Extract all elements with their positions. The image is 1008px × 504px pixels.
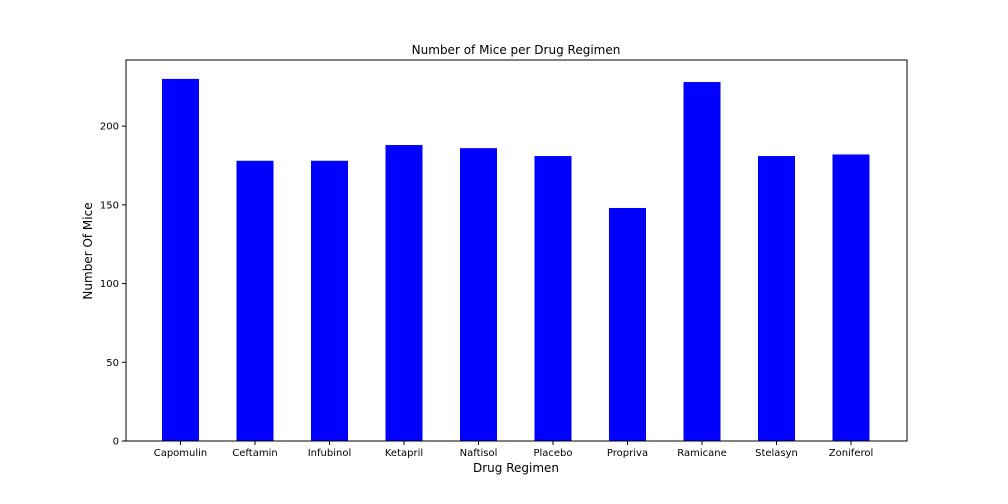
x-tick-label: Propriva [607,448,648,459]
y-axis: 0 50 100 150 200 [100,122,126,448]
y-tick-label: 50 [106,358,119,369]
bar-infubinol [311,160,348,442]
x-tick-label: Placebo [533,448,572,459]
bar-ceftamin [236,160,274,442]
y-tick-label: 200 [100,122,119,133]
y-tick-label: 150 [100,200,119,211]
bar-capomulin [162,78,199,441]
y-axis-title: Number Of Mice [81,202,95,299]
bar-zoniferol [832,154,870,441]
x-tick-label: Stelasyn [755,448,798,459]
x-tick-label: Ramicane [677,448,727,459]
x-tick-label: Infubinol [308,448,352,459]
bar-stelasyn [758,156,795,442]
y-tick-label: 100 [100,279,119,290]
x-tick-label: Zoniferol [829,448,874,459]
y-tick-label: 0 [113,437,119,448]
bar-ketapril [385,145,423,441]
plot-frame [125,59,908,442]
bars-group [162,78,870,442]
x-tick-label: Ketapril [385,448,423,459]
x-tick-label: Ceftamin [232,448,277,459]
bar-propriva [609,207,646,441]
x-axis: Capomulin Ceftamin Infubinol Ketapril Naftis… [154,441,874,459]
x-tick-label: Naftisol [460,448,498,459]
bar-placebo [534,156,572,442]
chart-title: Number of Mice per Drug Regimen [412,43,621,57]
x-tick-label: Capomulin [154,448,208,459]
bar-ramicane [683,82,721,441]
x-axis-title: Drug Regimen [473,461,559,475]
bar-naftisol [460,148,497,441]
